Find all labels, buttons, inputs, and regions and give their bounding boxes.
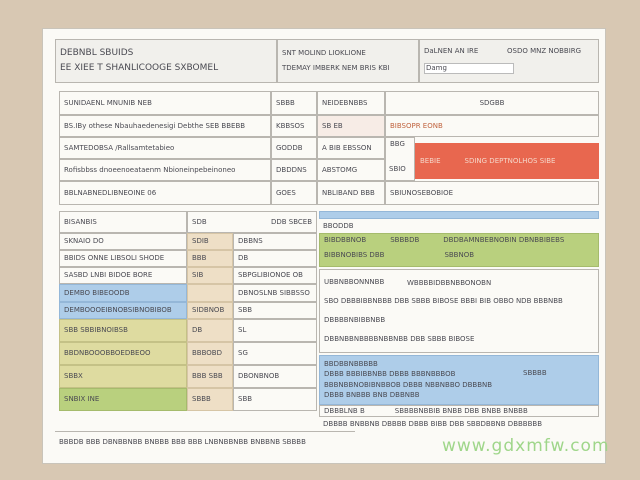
cell: SBBBDB	[390, 236, 420, 244]
row-code	[187, 284, 233, 302]
section-header: BISANBIS	[59, 211, 187, 233]
row-code: SBBB	[187, 388, 233, 411]
row-label[interactable]: DEMBOOOEIBNOBSIBNOBIBOB	[59, 302, 187, 319]
row-code: BBB	[187, 250, 233, 267]
cell: DBBBLNB B	[324, 406, 365, 415]
bottom-row: DBBBLNB B SBBBBNBBIB BNBB DBB BNBB BNBBB	[319, 405, 599, 417]
column-header: DDB SBCEB	[270, 217, 312, 226]
detail-line: WBBBBIDBBNBBONOBN	[407, 279, 492, 287]
alert-text: SDING DEPTNOLHOS SIBE	[464, 156, 556, 165]
header-field[interactable]: Damg	[424, 63, 514, 74]
header-info-line: TDEMAY IMBERK NEM BRIS KBI	[282, 64, 390, 72]
dropdown[interactable]: ABSTOMG	[317, 159, 385, 181]
row-field[interactable]: DBBNS	[233, 233, 317, 250]
header-title-box: DEBNBL SBUIDS EE XIEE T SHANLICOOGE SXBO…	[55, 39, 277, 83]
header-meta: DaLNEN AN IRE Damg	[419, 39, 599, 83]
row-value: BBG	[385, 137, 415, 181]
row-label[interactable]: SBB SBBIBNOIBSB	[59, 319, 187, 342]
row-field[interactable]: SBB	[233, 302, 317, 319]
row-label[interactable]: DEMBO BIBEOODB	[59, 284, 187, 302]
cell: SBBBB	[523, 369, 547, 377]
row-label[interactable]: SNBIX INE	[59, 388, 187, 411]
row-label: BS.IBy othese Nbauhaedenesigi Debthe SEB…	[59, 115, 271, 137]
row-code: SIDBNOB	[187, 302, 233, 319]
header-info: SNT MOLIND LIOKLIONE TDEMAY IMBERK NEM B…	[277, 39, 419, 83]
detail-line: SBO DBBBIBBNBBB DBB SBBB BIBOSE BBBI BIB…	[324, 297, 563, 305]
cell: SBBBBNBBIB BNBB DBB BNBB BNBBB	[394, 406, 528, 415]
footer-text: BBBDB BBB DBNBBNBB BNBBB BBB BBB LNBNBBN…	[55, 431, 355, 453]
cell: BBBNBBNOBIBNBBOB DBBB NBBNBBO DBBBNB	[324, 380, 493, 389]
row-field[interactable]: DB	[233, 250, 317, 267]
row-label[interactable]: BBIDS ONNE LIBSOLI SHODE	[59, 250, 187, 267]
header-meta-line: DaLNEN AN IRE	[424, 47, 479, 55]
text-field[interactable]: BBODDB	[323, 221, 354, 230]
cell: BBDBBNBBBBB	[324, 359, 378, 368]
detail-section: UBBNBBONNNBB SBO DBBBIBBNBBB DBB SBBB BI…	[319, 269, 599, 353]
row-code: DB	[187, 319, 233, 342]
cell: SBBNOB	[444, 251, 475, 259]
row-value: SBIUNOSEBOBIOE	[385, 181, 599, 205]
cell: BIBDBBNOB	[324, 236, 367, 244]
row-code: BBB SBB	[187, 365, 233, 388]
row-label: SKNAIO DO	[59, 233, 187, 250]
row-label: SUNIDAENL MNUNIB NEB	[59, 91, 271, 115]
cell: DBBB BNBBB BNB DBBNBB	[324, 391, 420, 400]
row-field[interactable]: DBNOSLNB SIBBSSO	[233, 284, 317, 302]
detail-line: DBBNBBNBBBBNBBNBB DBB SBBB BIBOSE	[324, 335, 475, 343]
row-field[interactable]: SG	[233, 342, 317, 365]
watermark: www.gdxmfw.com	[442, 436, 610, 456]
section-header: SDGBB	[385, 91, 599, 115]
section-header: SDB DDB SBCEB	[187, 211, 317, 233]
row-value: BIBSOPR EONB	[385, 115, 599, 137]
row-label[interactable]: BBDNBOOOBBOEDBEOO	[59, 342, 187, 365]
row-label[interactable]: SASBD LNBI BIDOE BORE	[59, 267, 187, 284]
row-value: SBBB	[271, 91, 317, 115]
cell: DBBB BBBIBBNBB DBBB BBBNBBBOB	[324, 370, 456, 379]
note: DBBBB BNBBNB DBBBB DBBB BIBB DBB SBBDBBN…	[323, 420, 543, 428]
cell: BIBBNOBIBS DBB	[324, 251, 385, 259]
row-label[interactable]: SBBX	[59, 365, 187, 388]
row-field[interactable]: DBONBNOB	[233, 365, 317, 388]
row-value: SBIO	[389, 165, 406, 173]
row-code: BBBOBD	[187, 342, 233, 365]
row-value: GOES	[271, 181, 317, 205]
column-header: SDB	[192, 217, 207, 226]
header-meta-line: OSDO MNZ NOBBIRG	[507, 47, 582, 55]
cell: DBDBAMNBEBNOBIN DBNBBIBEBS	[443, 236, 565, 244]
row-label: SAMTEDOBSA /Rallsamtetabieo	[59, 137, 271, 159]
row-field[interactable]: SL	[233, 319, 317, 342]
row-value: DBDDNS	[271, 159, 317, 181]
alert-label: BEBIE	[420, 156, 441, 165]
row-field[interactable]: SBPGLIBIONOE OB	[233, 267, 317, 284]
row-field[interactable]: SBB	[233, 388, 317, 411]
page-subtitle: EE XIEE T SHANLICOOGE SXBOMEL	[60, 63, 219, 73]
row-value: KBBSOS	[271, 115, 317, 137]
section-header: NEIDEBNBBS	[317, 91, 385, 115]
progress-bar	[319, 211, 599, 219]
blue-section: BBDBBNBBBBB DBBB BBBIBBNBB DBBB BBBNBBBO…	[319, 355, 599, 405]
alert-banner: BEBIE SDING DEPTNOLHOS SIBE	[415, 143, 599, 179]
stamp-image: SB EB	[317, 115, 385, 137]
row-label: BBLNABNEDLIBNEOINE 06	[59, 181, 271, 205]
row-label: NBLIBAND BBB	[317, 181, 385, 205]
row-code: SIB	[187, 267, 233, 284]
row-value: GODDB	[271, 137, 317, 159]
green-section: BIBDBBNOB SBBBDB DBDBAMNBEBNOBIN DBNBBIBEB…	[319, 233, 599, 267]
form-page: DEBNBL SBUIDS EE XIEE T SHANLICOOGE SXBO…	[42, 28, 606, 464]
row-label: A BIB EBSSON	[317, 137, 385, 159]
detail-line: DBBBBNBIBBNBB	[324, 316, 386, 324]
header-info-line: SNT MOLIND LIOKLIONE	[282, 49, 366, 57]
row-code: SDIB	[187, 233, 233, 250]
page-title: DEBNBL SBUIDS	[60, 48, 134, 58]
row-label: Rofisbbss dnoeenoeataenm Nbioneinpebeino…	[59, 159, 271, 181]
detail-line: UBBNBBONNNBB	[324, 278, 385, 286]
